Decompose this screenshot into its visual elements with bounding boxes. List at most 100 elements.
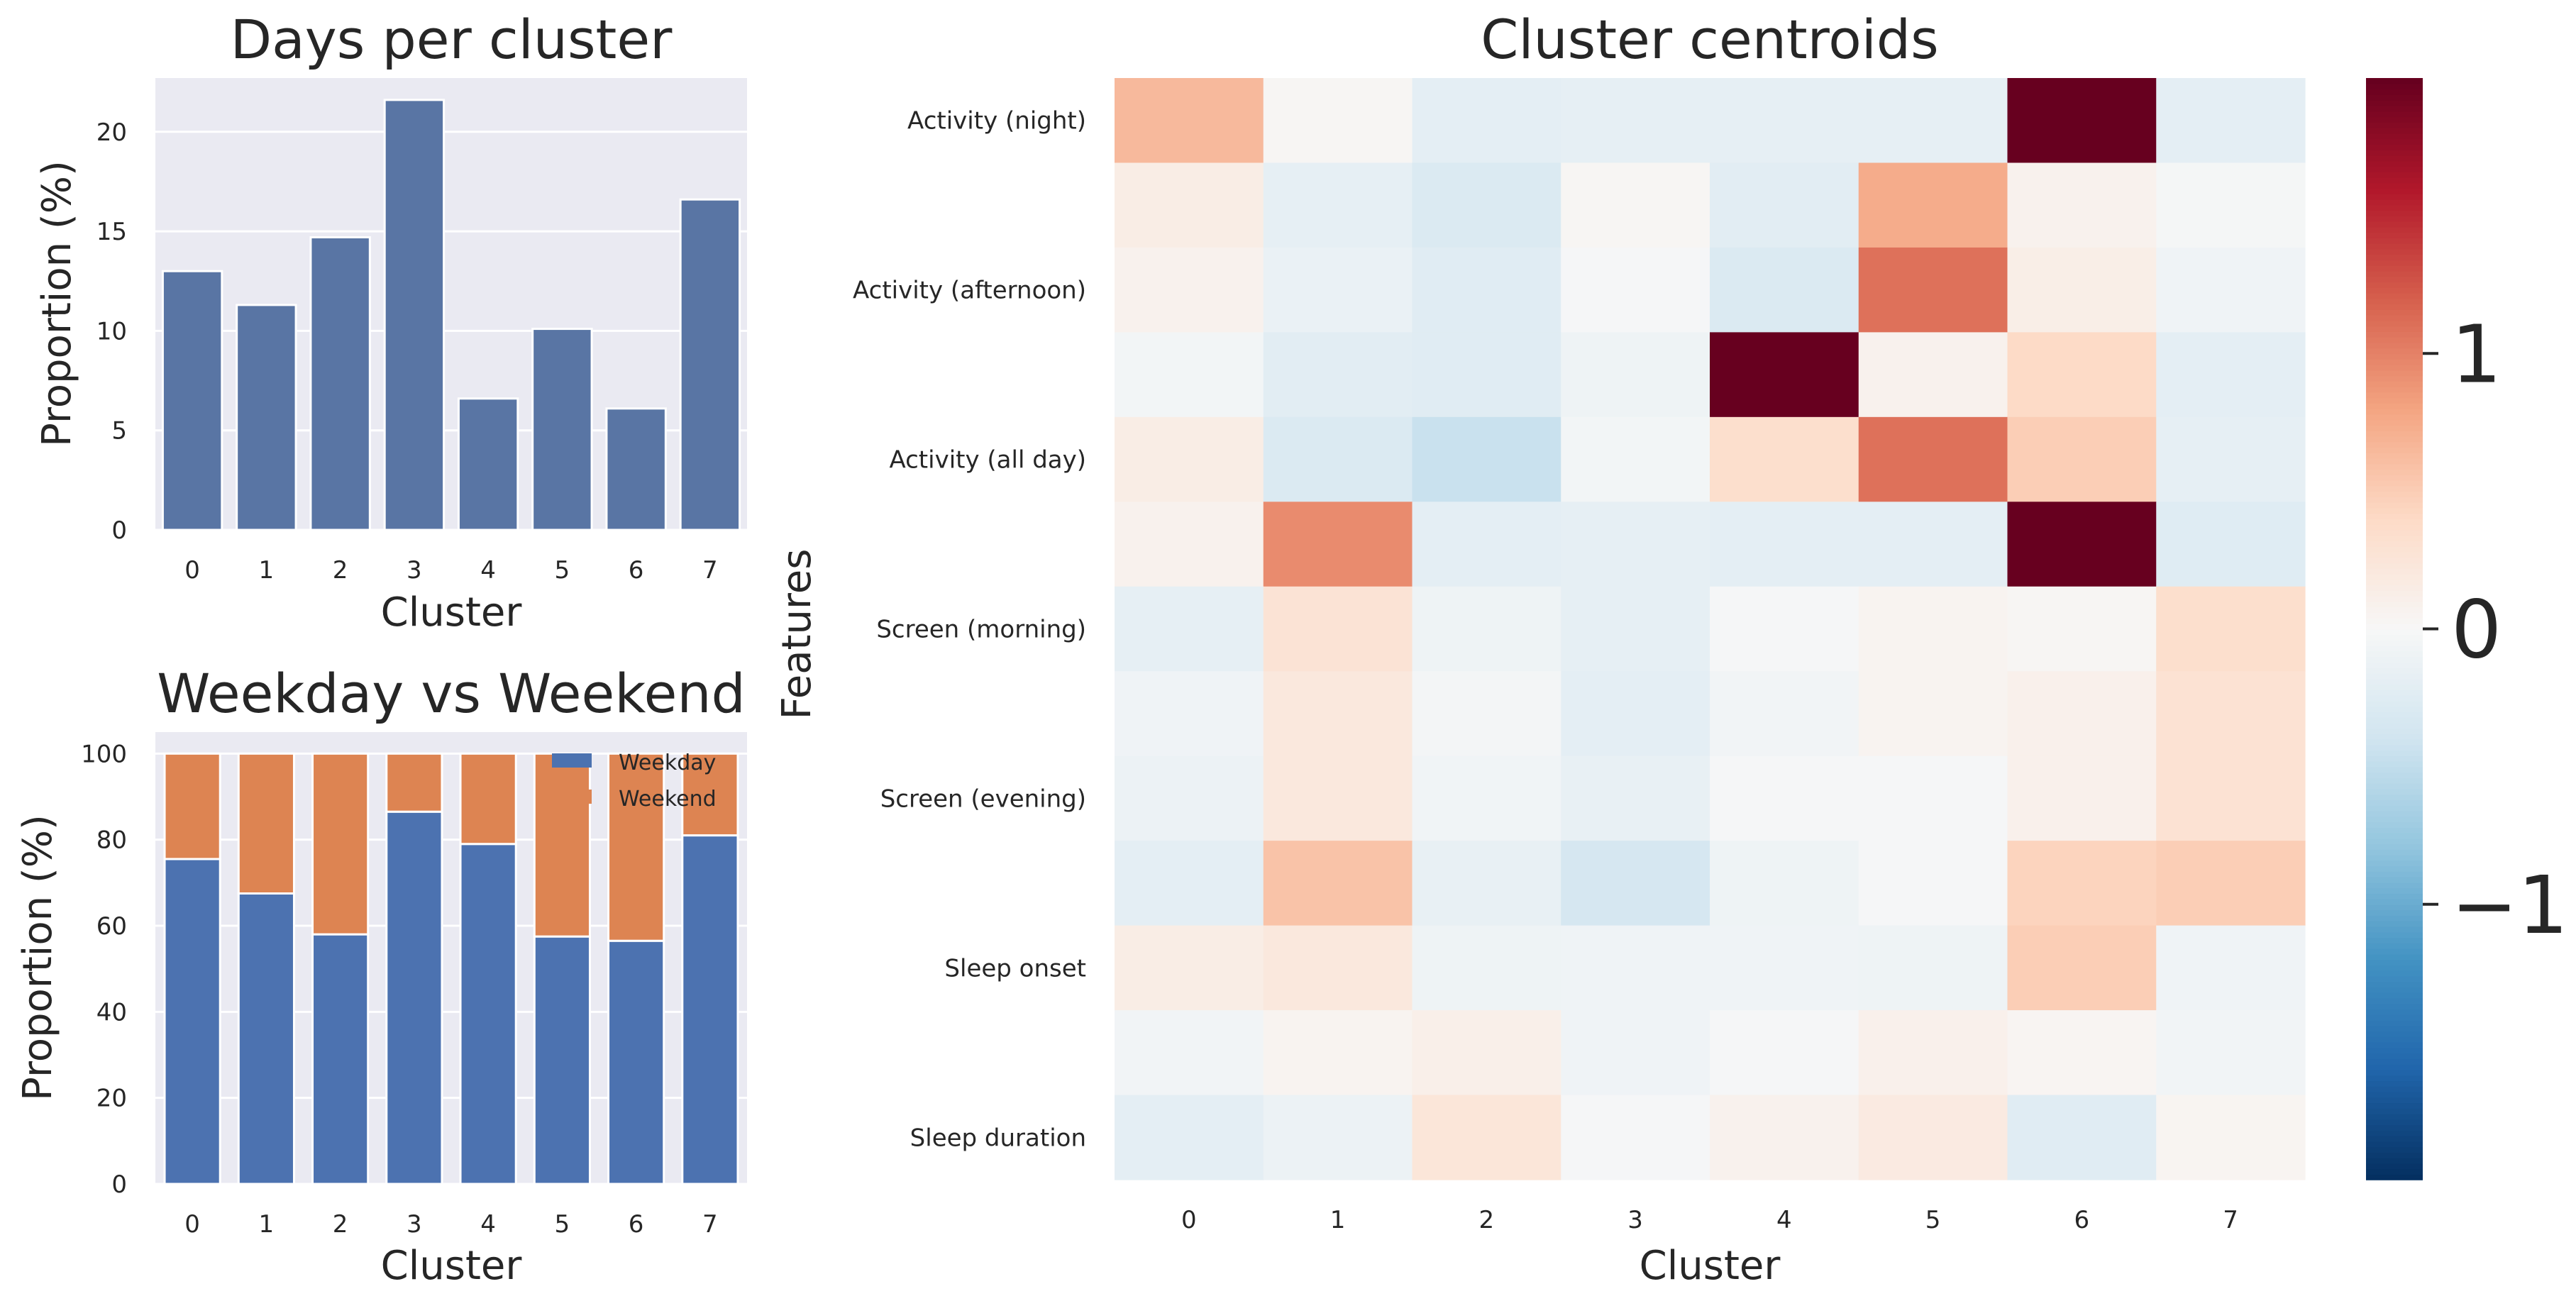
heatmap-cell-r4-c2 — [1412, 416, 1561, 502]
colorbar-segment — [2366, 716, 2423, 724]
bar-weekend-cluster-6 — [607, 752, 665, 942]
colorbar-segment — [2366, 254, 2423, 261]
colorbar-segment — [2366, 359, 2423, 365]
colorbar-segment — [2366, 959, 2423, 965]
colorbar-segment — [2366, 804, 2423, 812]
colorbar-segment — [2366, 1157, 2423, 1164]
colorbar-segment — [2366, 722, 2423, 729]
colorbar-segment — [2366, 854, 2423, 861]
x-tick-label-2: 2 — [333, 1210, 348, 1239]
colorbar-segment — [2366, 381, 2423, 387]
colorbar-segment — [2366, 1135, 2423, 1142]
colorbar-segment — [2366, 1025, 2423, 1032]
heatmap-cell-r11-c2 — [1412, 1010, 1561, 1096]
x-tick-labels-2: 0 1 2 3 4 5 6 7 — [184, 1210, 717, 1239]
y-tick-label-2: 80 — [96, 826, 127, 855]
heatmap-y-tick-label: Screen (evening) — [880, 785, 1086, 813]
heatmap-cell-r10-c0 — [1115, 925, 1264, 1011]
colorbar-segment — [2366, 453, 2423, 459]
colorbar-segment — [2366, 766, 2423, 773]
colorbar-segment — [2366, 111, 2423, 118]
heatmap-cell-r3-c7 — [2156, 332, 2306, 418]
colorbar-segment — [2366, 1108, 2423, 1114]
heatmap-cell-r8-c5 — [1858, 755, 2008, 841]
colorbar-segment — [2366, 1041, 2423, 1048]
heatmap-cell-r5-c4 — [1710, 502, 1859, 587]
bar-weekday-cluster-6 — [607, 939, 665, 1185]
colorbar-segment — [2366, 155, 2423, 162]
colorbar-segment — [2366, 849, 2423, 856]
colorbar-segment — [2366, 1097, 2423, 1104]
heatmap-cell-r0-c2 — [1412, 78, 1561, 164]
heatmap-cell-r5-c7 — [2156, 502, 2306, 587]
colorbar-segment — [2366, 1031, 2423, 1037]
colorbar-segment — [2366, 149, 2423, 156]
colorbar-segment — [2366, 750, 2423, 756]
cluster-centroids-heatmap: Activity (night) Activity (afternoon) Acti… — [774, 8, 2568, 1289]
colorbar-segment — [2366, 100, 2423, 106]
colorbar-segment — [2366, 893, 2423, 899]
colorbar-segment — [2366, 782, 2423, 790]
colorbar-segment — [2366, 226, 2423, 233]
heatmap-cell-r5-c2 — [1412, 502, 1561, 587]
colorbar-segment — [2366, 585, 2423, 591]
colorbar-segment — [2366, 706, 2423, 712]
heatmap-cell-r1-c1 — [1263, 162, 1413, 248]
heatmap-cell-r11-c6 — [2007, 1010, 2157, 1096]
colorbar-segment — [2366, 144, 2423, 150]
colorbar-segment — [2366, 1069, 2423, 1076]
colorbar-segment — [2366, 491, 2423, 497]
heatmap-cell-r6-c6 — [2007, 586, 2157, 672]
heatmap-cell-r3-c1 — [1263, 332, 1413, 418]
heatmap-cell-r7-c6 — [2007, 671, 2157, 757]
colorbar-segment — [2366, 1075, 2423, 1082]
colorbar-segment — [2366, 370, 2423, 377]
colorbar-segment — [2366, 314, 2423, 321]
heatmap-cell-r0-c7 — [2156, 78, 2306, 164]
colorbar-segment — [2366, 105, 2423, 112]
colorbar-segment — [2366, 1047, 2423, 1054]
colorbar-segment — [2366, 1119, 2423, 1126]
heatmap-cell-r10-c5 — [1858, 925, 2008, 1011]
colorbar-segment — [2366, 1141, 2423, 1148]
colorbar-segment — [2366, 915, 2423, 921]
y-tick-label-2: 60 — [96, 912, 127, 941]
colorbar-segment — [2366, 480, 2423, 487]
heatmap-cell-r8-c2 — [1412, 755, 1561, 841]
colorbar-segment — [2366, 513, 2423, 519]
x-tick-labels-1: 0 1 2 3 4 5 6 7 — [184, 556, 717, 585]
colorbar-segment — [2366, 728, 2423, 734]
heatmap-cell-r9-c2 — [1412, 841, 1561, 926]
heatmap-cell-r5-c0 — [1115, 502, 1264, 587]
colorbar-segment — [2366, 89, 2423, 96]
colorbar-segment — [2366, 276, 2423, 283]
colorbar-segment — [2366, 876, 2423, 883]
colorbar-segment — [2366, 1014, 2423, 1021]
heatmap-cell-r8-c0 — [1115, 755, 1264, 841]
chart-title-1: Days per cluster — [231, 8, 673, 71]
colorbar-segment — [2366, 414, 2423, 421]
colorbar-segment — [2366, 1063, 2423, 1070]
heatmap-cell-r9-c1 — [1263, 841, 1413, 926]
x-axis-label-1: Cluster — [381, 589, 523, 636]
heatmap-cell-r2-c3 — [1561, 247, 1710, 333]
colorbar-segment — [2366, 210, 2423, 216]
colorbar-segment — [2366, 326, 2423, 332]
colorbar-segment — [2366, 348, 2423, 355]
heatmap-cell-r9-c0 — [1115, 841, 1264, 926]
colorbar-segment — [2366, 485, 2423, 492]
heatmap-x-tick-label: 6 — [2074, 1206, 2090, 1234]
y-axis-label-1: Proportion (%) — [34, 160, 80, 447]
y-tick-label-1: 0 — [111, 516, 127, 545]
colorbar-segment — [2366, 463, 2423, 470]
bar-weekday-cluster-7 — [681, 834, 739, 1185]
colorbar-segment — [2366, 827, 2423, 834]
colorbar-segment — [2366, 838, 2423, 845]
colorbar-segment — [2366, 981, 2423, 988]
colorbar-segment — [2366, 194, 2423, 200]
heatmap-cell-r4-c4 — [1710, 416, 1859, 502]
heatmap-cell-r8-c7 — [2156, 755, 2306, 841]
heatmap-cell-r10-c1 — [1263, 925, 1413, 1011]
heatmap-cell-r7-c3 — [1561, 671, 1710, 757]
colorbar-segment — [2366, 529, 2423, 536]
